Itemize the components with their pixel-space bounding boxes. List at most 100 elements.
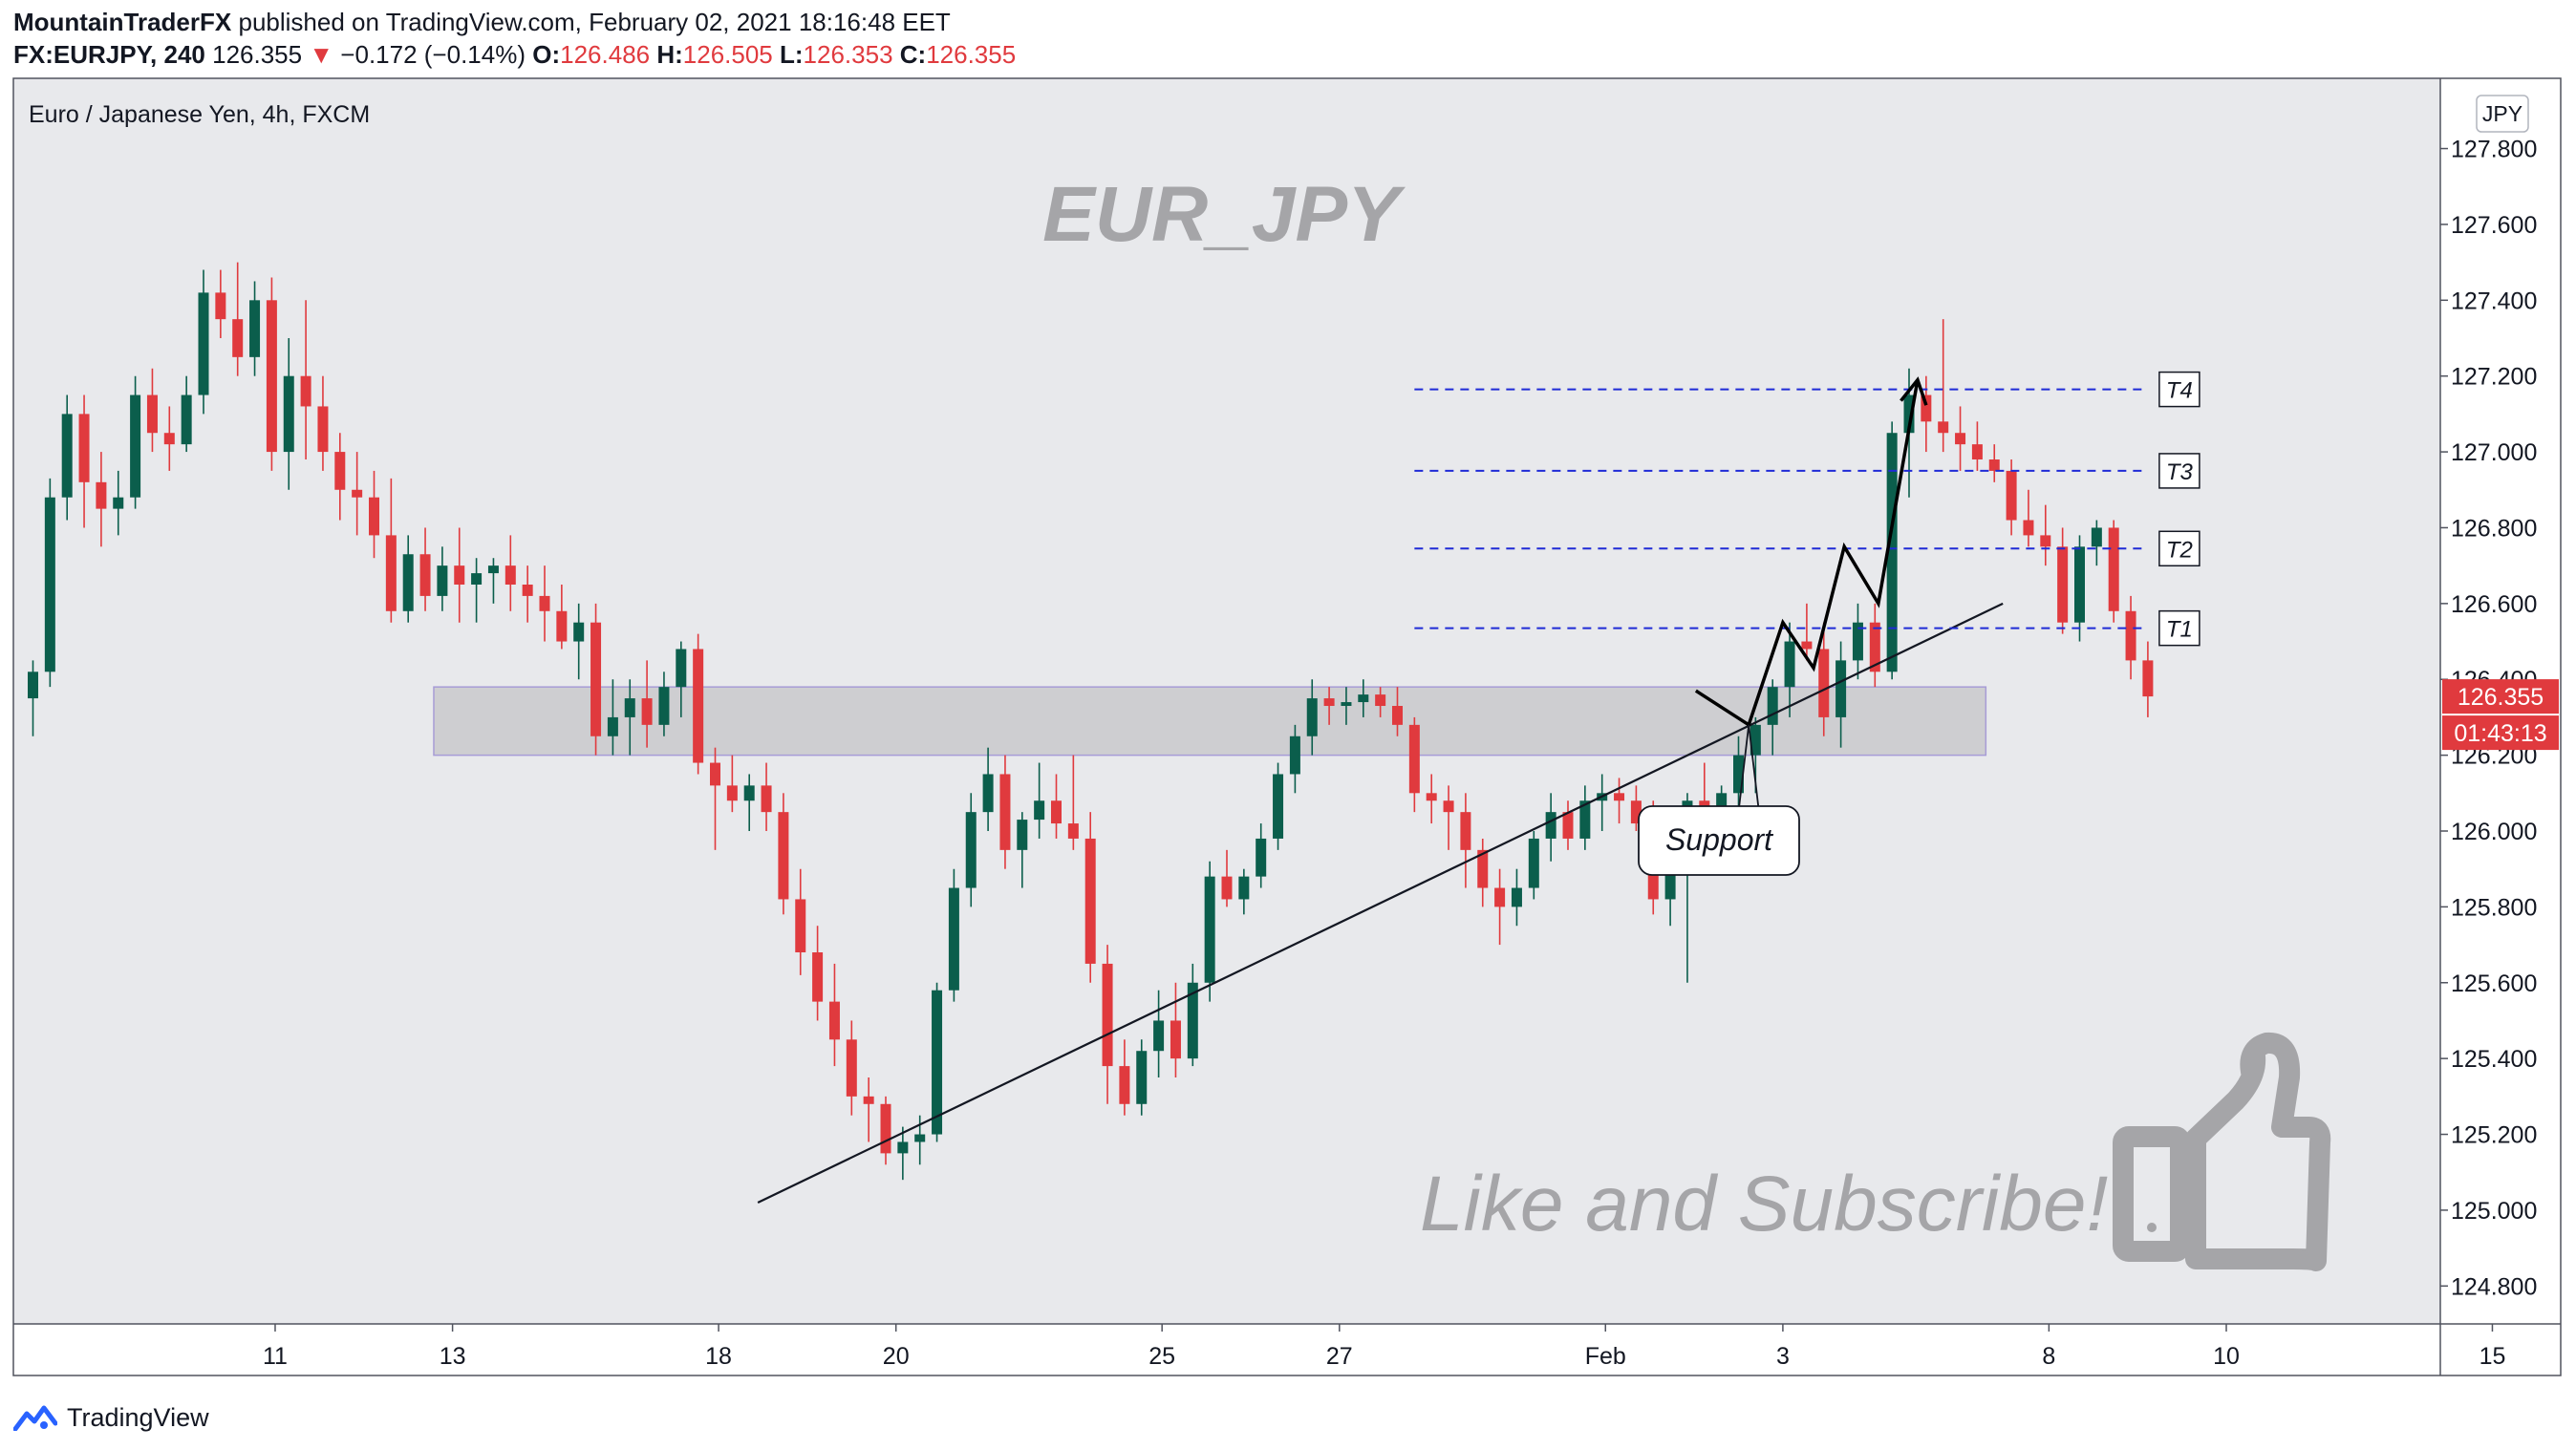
candle-body[interactable] bbox=[1750, 724, 1761, 756]
support-callout[interactable] bbox=[1638, 805, 1800, 876]
candle-body[interactable] bbox=[402, 554, 414, 611]
candle-body[interactable] bbox=[1545, 812, 1556, 839]
candle-body[interactable] bbox=[198, 292, 209, 395]
target-box[interactable] bbox=[2158, 530, 2200, 567]
candle-body[interactable] bbox=[163, 433, 175, 445]
candle-body[interactable] bbox=[1988, 459, 2000, 471]
support-zone[interactable] bbox=[433, 686, 1987, 757]
candle-body[interactable] bbox=[28, 672, 38, 699]
target-box[interactable] bbox=[2158, 609, 2200, 647]
candle-body[interactable] bbox=[300, 375, 311, 407]
tradingview-brand[interactable]: TradingView bbox=[67, 1402, 209, 1432]
candle-body[interactable] bbox=[471, 573, 483, 585]
candle-body[interactable] bbox=[522, 585, 533, 596]
candle-body[interactable] bbox=[146, 394, 158, 434]
candle-body[interactable] bbox=[215, 292, 226, 320]
candle-body[interactable] bbox=[249, 300, 261, 357]
candle-body[interactable] bbox=[181, 394, 192, 445]
candle-body[interactable] bbox=[1408, 724, 1420, 794]
trendline[interactable] bbox=[757, 602, 2004, 1204]
candle-body[interactable] bbox=[1921, 394, 1932, 422]
candle-body[interactable] bbox=[1392, 706, 1403, 725]
candle-body[interactable] bbox=[2040, 535, 2051, 547]
candle-body[interactable] bbox=[1614, 793, 1625, 801]
candle-body[interactable] bbox=[761, 785, 772, 813]
candle-body[interactable] bbox=[1204, 876, 1215, 983]
candle-body[interactable] bbox=[1221, 876, 1233, 900]
candle-body[interactable] bbox=[573, 622, 585, 642]
candle-body[interactable] bbox=[1443, 800, 1454, 813]
candle-body[interactable] bbox=[1835, 660, 1847, 717]
candle-body[interactable] bbox=[1170, 1020, 1181, 1059]
candle-body[interactable] bbox=[96, 481, 107, 509]
candle-body[interactable] bbox=[2057, 546, 2069, 623]
last-price-tag[interactable] bbox=[2442, 679, 2559, 714]
candle-body[interactable] bbox=[385, 535, 397, 611]
candle-body[interactable] bbox=[44, 497, 55, 672]
candle-body[interactable] bbox=[317, 406, 329, 453]
candle-body[interactable] bbox=[897, 1141, 909, 1154]
candle-body[interactable] bbox=[130, 394, 141, 498]
candle-body[interactable] bbox=[1801, 641, 1813, 650]
candle-body[interactable] bbox=[2108, 527, 2119, 611]
candle-body[interactable] bbox=[1630, 800, 1642, 824]
candle-body[interactable] bbox=[1358, 694, 1369, 703]
candle-body[interactable] bbox=[1886, 433, 1898, 672]
candle-body[interactable] bbox=[795, 899, 806, 953]
author-name[interactable]: MountainTraderFX bbox=[13, 8, 232, 36]
candle-body[interactable] bbox=[437, 565, 448, 596]
candle-body[interactable] bbox=[624, 698, 635, 717]
candle-body[interactable] bbox=[1716, 793, 1728, 813]
candle-body[interactable] bbox=[2006, 470, 2017, 521]
candle-body[interactable] bbox=[812, 952, 824, 1002]
candle-body[interactable] bbox=[999, 774, 1011, 850]
candle-body[interactable] bbox=[1784, 641, 1795, 688]
candle-body[interactable] bbox=[828, 1001, 840, 1040]
candle-body[interactable] bbox=[914, 1134, 926, 1142]
candle-body[interactable] bbox=[880, 1103, 891, 1154]
candle-body[interactable] bbox=[965, 812, 977, 888]
candle-body[interactable] bbox=[1579, 800, 1591, 839]
candle-body[interactable] bbox=[778, 812, 789, 900]
candle-body[interactable] bbox=[1256, 838, 1267, 877]
candle-body[interactable] bbox=[2142, 660, 2154, 697]
candle-body[interactable] bbox=[1153, 1020, 1165, 1052]
candle-body[interactable] bbox=[78, 414, 90, 482]
candle-body[interactable] bbox=[1136, 1051, 1148, 1104]
candle-body[interactable] bbox=[1562, 812, 1574, 839]
candle-body[interactable] bbox=[283, 375, 294, 453]
candle-body[interactable] bbox=[1460, 812, 1471, 850]
candle-body[interactable] bbox=[1511, 887, 1522, 907]
candle-body[interactable] bbox=[641, 698, 653, 725]
candle-body[interactable] bbox=[1187, 982, 1198, 1059]
candle-body[interactable] bbox=[1818, 649, 1830, 717]
candle-body[interactable] bbox=[2023, 520, 2034, 536]
target-box[interactable] bbox=[2158, 453, 2200, 489]
candle-body[interactable] bbox=[1664, 861, 1676, 900]
candle-body[interactable] bbox=[539, 595, 550, 611]
candle-body[interactable] bbox=[232, 319, 244, 357]
candle-body[interactable] bbox=[61, 414, 73, 498]
candle-body[interactable] bbox=[1273, 774, 1284, 839]
candle-body[interactable] bbox=[556, 610, 568, 642]
candle-body[interactable] bbox=[1238, 876, 1250, 900]
candle-body[interactable] bbox=[1869, 622, 1880, 672]
candle-body[interactable] bbox=[1017, 820, 1028, 850]
candle-body[interactable] bbox=[1477, 849, 1489, 888]
candle-body[interactable] bbox=[1289, 736, 1300, 775]
candle-body[interactable] bbox=[1067, 823, 1079, 839]
candle-body[interactable] bbox=[1341, 702, 1352, 707]
candle-body[interactable] bbox=[1102, 963, 1113, 1067]
candle-body[interactable] bbox=[454, 565, 465, 585]
candle-body[interactable] bbox=[743, 785, 755, 801]
candle-body[interactable] bbox=[334, 452, 346, 490]
candle-body[interactable] bbox=[726, 785, 738, 801]
candle-body[interactable] bbox=[2074, 546, 2085, 623]
candle-body[interactable] bbox=[1852, 622, 1863, 661]
currency-badge[interactable] bbox=[2476, 95, 2529, 133]
candle-body[interactable] bbox=[1767, 687, 1778, 725]
candle-body[interactable] bbox=[1955, 433, 1966, 445]
candle-body[interactable] bbox=[1733, 755, 1744, 794]
candle-body[interactable] bbox=[2091, 527, 2102, 547]
